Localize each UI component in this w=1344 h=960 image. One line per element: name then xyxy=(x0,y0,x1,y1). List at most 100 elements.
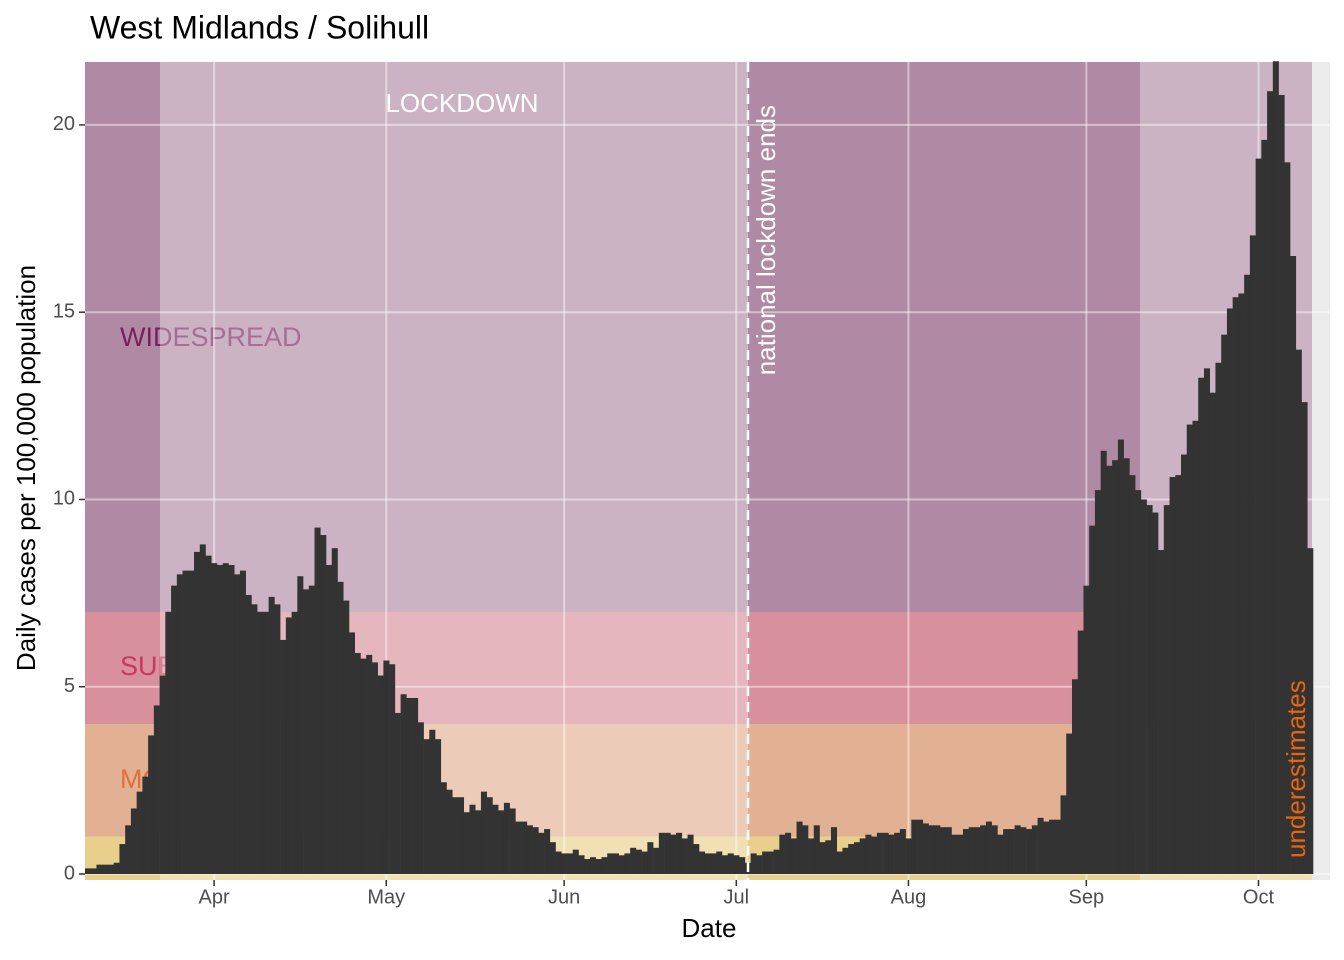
bar xyxy=(968,827,975,875)
bar xyxy=(176,574,183,875)
bar xyxy=(1226,308,1233,875)
bar xyxy=(125,825,132,875)
bars xyxy=(85,61,1314,875)
bar xyxy=(957,834,964,875)
bar xyxy=(1106,465,1113,875)
bar xyxy=(1267,91,1274,875)
bar xyxy=(1071,679,1079,875)
bar xyxy=(1043,821,1050,875)
bar xyxy=(85,868,92,875)
bar xyxy=(1295,349,1302,875)
bar xyxy=(1089,525,1096,875)
bar xyxy=(922,823,929,875)
bar xyxy=(1272,61,1279,875)
x-tick-label: Aug xyxy=(891,886,927,908)
bar xyxy=(153,705,160,875)
bar xyxy=(1278,94,1285,875)
x-tick-label: Oct xyxy=(1243,886,1275,908)
bar xyxy=(1238,293,1245,875)
bar xyxy=(383,660,390,875)
bar xyxy=(337,581,344,875)
bar xyxy=(308,585,315,875)
x-axis-title: Date xyxy=(682,913,737,943)
bar xyxy=(1169,476,1176,875)
bar xyxy=(394,712,401,875)
bar xyxy=(1181,454,1188,875)
bar xyxy=(578,855,585,875)
bar xyxy=(727,853,734,875)
bar xyxy=(188,570,195,875)
bar xyxy=(1261,139,1268,875)
bar xyxy=(1290,256,1297,875)
bar xyxy=(899,829,906,875)
bar xyxy=(1301,402,1308,875)
annotations: LOCKDOWN national lockdown ends underest… xyxy=(385,62,1311,880)
bar xyxy=(446,789,453,875)
bar xyxy=(1031,825,1038,875)
bar xyxy=(905,838,912,875)
bar xyxy=(1209,392,1216,875)
bar xyxy=(1140,499,1147,875)
bar xyxy=(595,859,602,875)
bar xyxy=(463,812,470,875)
bar xyxy=(1094,490,1101,875)
bar xyxy=(1037,817,1044,875)
y-tick-label: 10 xyxy=(53,488,75,510)
bar xyxy=(544,829,551,875)
bar xyxy=(664,832,671,875)
bar xyxy=(1158,550,1165,875)
bar xyxy=(808,838,815,875)
y-tick-label: 5 xyxy=(64,675,75,697)
bar xyxy=(268,596,275,875)
bar xyxy=(1020,827,1027,875)
bar xyxy=(1014,825,1021,875)
bar xyxy=(314,527,321,875)
bar xyxy=(234,574,241,875)
bar xyxy=(830,827,838,875)
bar xyxy=(630,847,637,875)
bar xyxy=(624,853,631,875)
bar xyxy=(762,851,769,875)
bar xyxy=(653,847,660,875)
bar xyxy=(435,739,442,875)
bar xyxy=(681,838,688,875)
bar xyxy=(366,654,373,875)
bar xyxy=(182,570,189,875)
bar xyxy=(876,832,883,875)
bar xyxy=(1221,334,1228,875)
bar xyxy=(1008,829,1015,875)
bar xyxy=(1232,297,1239,875)
bar xyxy=(1135,490,1142,875)
bar xyxy=(291,611,298,875)
bar xyxy=(836,851,843,875)
bar xyxy=(509,808,516,875)
bar xyxy=(934,825,941,875)
bar xyxy=(607,853,614,875)
bar xyxy=(997,834,1004,875)
bar xyxy=(326,565,333,875)
bar xyxy=(532,827,539,875)
bar xyxy=(848,844,855,875)
bar xyxy=(239,570,246,875)
bar xyxy=(371,662,378,875)
bar xyxy=(1198,377,1205,875)
bar xyxy=(159,675,166,875)
bar xyxy=(813,825,820,875)
bar xyxy=(119,844,126,875)
bar xyxy=(297,576,304,875)
bar xyxy=(825,840,832,875)
bar xyxy=(107,864,114,875)
bar xyxy=(515,821,522,875)
bar xyxy=(90,868,97,875)
bar xyxy=(859,838,866,875)
bar xyxy=(171,585,178,875)
bar xyxy=(251,604,258,875)
bar xyxy=(911,819,918,875)
bar xyxy=(377,675,384,875)
bar xyxy=(945,827,952,875)
bar xyxy=(555,851,562,875)
bar xyxy=(572,849,579,875)
bar xyxy=(96,864,103,875)
bar xyxy=(1215,362,1222,875)
